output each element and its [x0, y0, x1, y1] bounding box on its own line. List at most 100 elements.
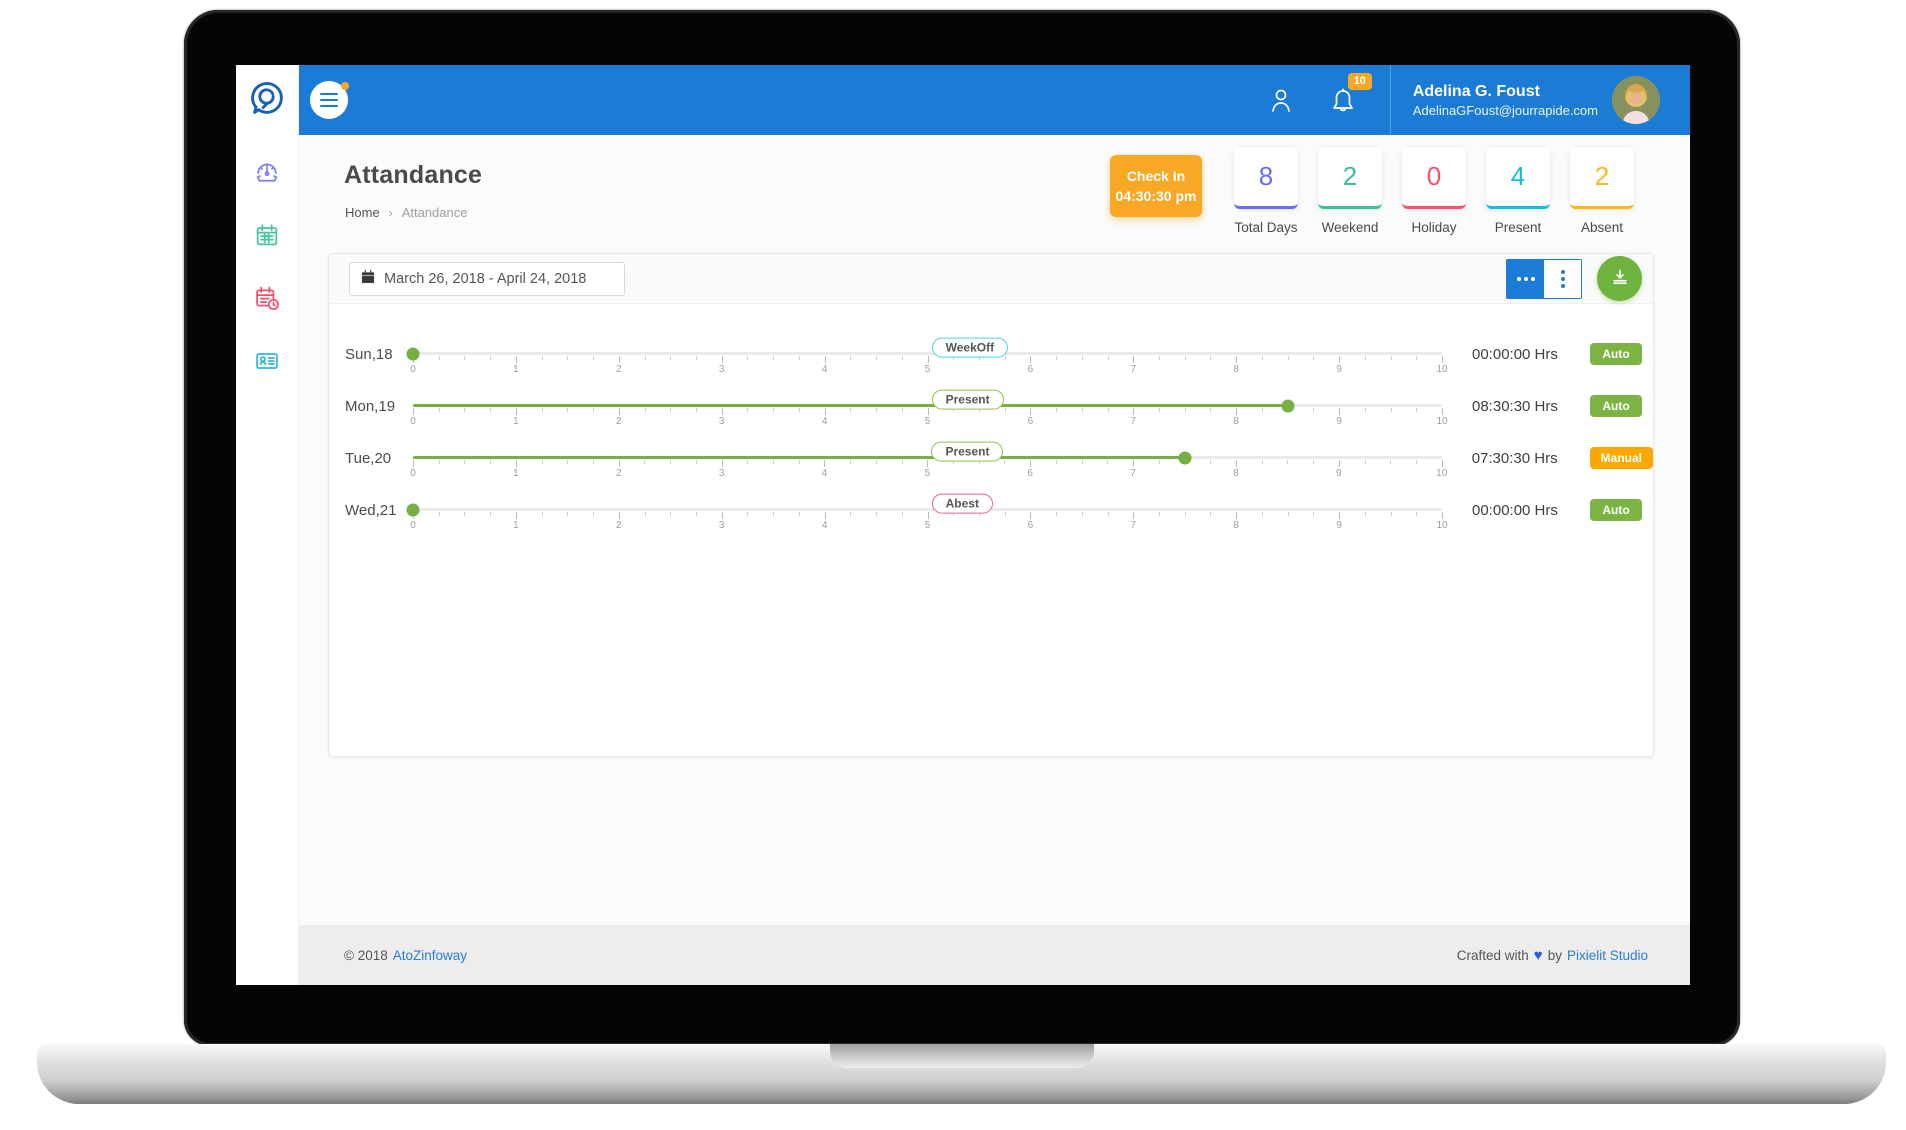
copyright-text: © 2018 — [344, 947, 388, 963]
hours-value: 08:30:30 Hrs — [1472, 397, 1558, 415]
card-toolbar: March 26, 2018 - April 24, 2018 — [329, 254, 1653, 304]
mode-badge: Auto — [1590, 395, 1642, 417]
hours-slider: 0 1 2 3 4 5 6 7 8 9 10 WeekOff — [406, 328, 1448, 380]
page-title: Attandance — [344, 161, 483, 189]
attendance-row: Tue,20 0 1 2 3 4 5 6 7 8 9 10 Present 07:30:30 Hrs… — [329, 432, 1653, 484]
stat-value: 2 — [1342, 161, 1358, 191]
topbar-divider — [1389, 65, 1391, 135]
slider-axis: 0 1 2 3 4 5 6 7 8 9 10 — [410, 354, 1448, 376]
breadcrumb-current: Attandance — [401, 205, 468, 220]
calendar-icon — [360, 269, 376, 289]
ellipsis-vertical-icon — [1560, 269, 1565, 288]
attendance-row: Wed,21 0 1 2 3 4 5 6 7 8 9 10 Abest 00:00:00 Hrs A… — [329, 484, 1653, 536]
breadcrumb-home-link[interactable]: Home — [345, 205, 380, 220]
slider-track — [413, 508, 1442, 511]
chevron-right-icon: › — [388, 205, 393, 220]
date-range-value: March 26, 2018 - April 24, 2018 — [384, 270, 587, 287]
slider-track — [413, 352, 1442, 355]
sidebar-item-calendar[interactable] — [252, 222, 282, 252]
slider-axis: 0 1 2 3 4 5 6 7 8 9 10 — [410, 510, 1448, 532]
check-in-time: 04:30:30 pm — [1115, 188, 1197, 204]
id-card-icon — [253, 347, 281, 380]
day-label: Wed,21 — [345, 501, 397, 519]
hours-slider: 0 1 2 3 4 5 6 7 8 9 10 Abest — [406, 484, 1448, 536]
by-text: by — [1547, 947, 1562, 963]
app-window: 10 Adelina G. Foust AdelinaGFoust@jourra… — [236, 65, 1690, 985]
date-range-input[interactable]: March 26, 2018 - April 24, 2018 — [349, 261, 625, 296]
calendar-icon — [253, 221, 281, 254]
stat-label: Holiday — [1411, 220, 1457, 235]
check-in-button[interactable]: Check In 04:30:30 pm — [1110, 155, 1202, 217]
hours-slider: 0 1 2 3 4 5 6 7 8 9 10 Present — [410, 432, 1447, 484]
stat-value: 8 — [1258, 161, 1274, 191]
topbar-right-cluster: 10 Adelina G. Foust AdelinaGFoust@jourra… — [1264, 65, 1660, 135]
slider-track — [413, 404, 1442, 407]
sidebar-item-employees[interactable] — [252, 348, 282, 378]
day-label: Sun,18 — [345, 345, 393, 363]
download-icon — [1610, 267, 1630, 290]
sidebar-item-dashboard[interactable] — [252, 159, 282, 189]
user-name: Adelina G. Foust — [1412, 82, 1540, 100]
profile-icon[interactable] — [1264, 83, 1298, 117]
laptop-screen-bezel: 10 Adelina G. Foust AdelinaGFoust@jourra… — [184, 10, 1740, 1046]
stat-card-holiday: 0 Holiday — [1402, 147, 1466, 235]
footer-copyright: © 2018 AtoZinfoway — [344, 948, 467, 963]
stat-label: Present — [1494, 220, 1542, 235]
slider-handle[interactable] — [406, 347, 420, 361]
sidebar — [236, 65, 298, 985]
stat-label: Weekend — [1321, 220, 1379, 235]
sidebar-item-attendance[interactable] — [252, 285, 282, 315]
hours-slider: 0 1 2 3 4 5 6 7 8 9 10 Present — [410, 380, 1448, 432]
hours-value: 07:30:30 Hrs — [1471, 449, 1558, 467]
stats-cards: 8 Total Days 2 Weekend 0 Holiday 4 Prese… — [1234, 147, 1634, 235]
status-badge: Abest — [931, 493, 993, 514]
slider-handle[interactable] — [1178, 451, 1192, 465]
stat-card-weekend: 2 Weekend — [1318, 147, 1382, 235]
studio-link[interactable]: Pixielit Studio — [1566, 947, 1648, 963]
heart-icon: ♥ — [1533, 946, 1543, 964]
footer: © 2018 AtoZinfoway Crafted with ♥ by Pix… — [298, 925, 1690, 985]
download-button[interactable] — [1597, 256, 1642, 301]
calendar-clock-icon — [253, 284, 281, 317]
check-in-label: Check In — [1126, 168, 1186, 184]
stat-label: Absent — [1580, 220, 1624, 235]
kebab-menu-button[interactable] — [1544, 259, 1581, 298]
slider-axis: 0 1 2 3 4 5 6 7 8 9 10 — [410, 406, 1448, 428]
user-menu[interactable]: Adelina G. Foust AdelinaGFoust@jourrapid… — [1413, 82, 1598, 119]
day-label: Mon,19 — [345, 397, 396, 415]
view-toggle-group — [1506, 258, 1582, 299]
more-options-button[interactable] — [1507, 259, 1544, 298]
slider-axis: 0 1 2 3 4 5 6 7 8 9 10 — [410, 458, 1447, 480]
attendance-row: Mon,19 0 1 2 3 4 5 6 7 8 9 10 Present 08:30:30 Hrs… — [329, 380, 1653, 432]
slider-fill — [412, 456, 1185, 459]
stat-card-absent: 2 Absent — [1570, 147, 1634, 235]
menu-toggle-button[interactable] — [310, 81, 349, 119]
attendance-row: Sun,18 0 1 2 3 4 5 6 7 8 9 10 WeekOff 00:00:00 Hrs… — [329, 328, 1653, 380]
stat-value: 2 — [1594, 161, 1610, 191]
day-label: Tue,20 — [345, 449, 392, 467]
notification-count-badge: 10 — [1347, 73, 1372, 90]
slider-handle[interactable] — [1281, 399, 1295, 413]
status-badge: Present — [931, 441, 1004, 462]
mode-badge: Auto — [1590, 343, 1642, 365]
stat-label: Total Days — [1234, 220, 1298, 235]
top-navbar: 10 Adelina G. Foust AdelinaGFoust@jourra… — [298, 65, 1690, 135]
ellipsis-horizontal-icon — [1516, 276, 1535, 281]
attendance-card: March 26, 2018 - April 24, 2018 — [328, 253, 1654, 757]
user-avatar[interactable] — [1612, 76, 1660, 124]
app-logo[interactable] — [236, 65, 298, 135]
crafted-text: Crafted with — [1456, 947, 1529, 963]
laptop-base — [37, 1044, 1886, 1104]
slider-handle[interactable] — [406, 503, 420, 517]
breadcrumb: Home › Attandance — [345, 205, 467, 220]
slider-track — [412, 456, 1442, 459]
stat-card-total-days: 8 Total Days — [1234, 147, 1298, 235]
stat-card-present: 4 Present — [1486, 147, 1550, 235]
brand-link[interactable]: AtoZinfoway — [392, 947, 468, 963]
gauge-icon — [253, 158, 281, 191]
attendance-rows: Sun,18 0 1 2 3 4 5 6 7 8 9 10 WeekOff 00:00:00 Hrs… — [329, 304, 1653, 536]
status-badge: WeekOff — [931, 337, 1009, 358]
notifications-button[interactable]: 10 — [1326, 73, 1372, 117]
status-badge: Present — [931, 389, 1004, 410]
